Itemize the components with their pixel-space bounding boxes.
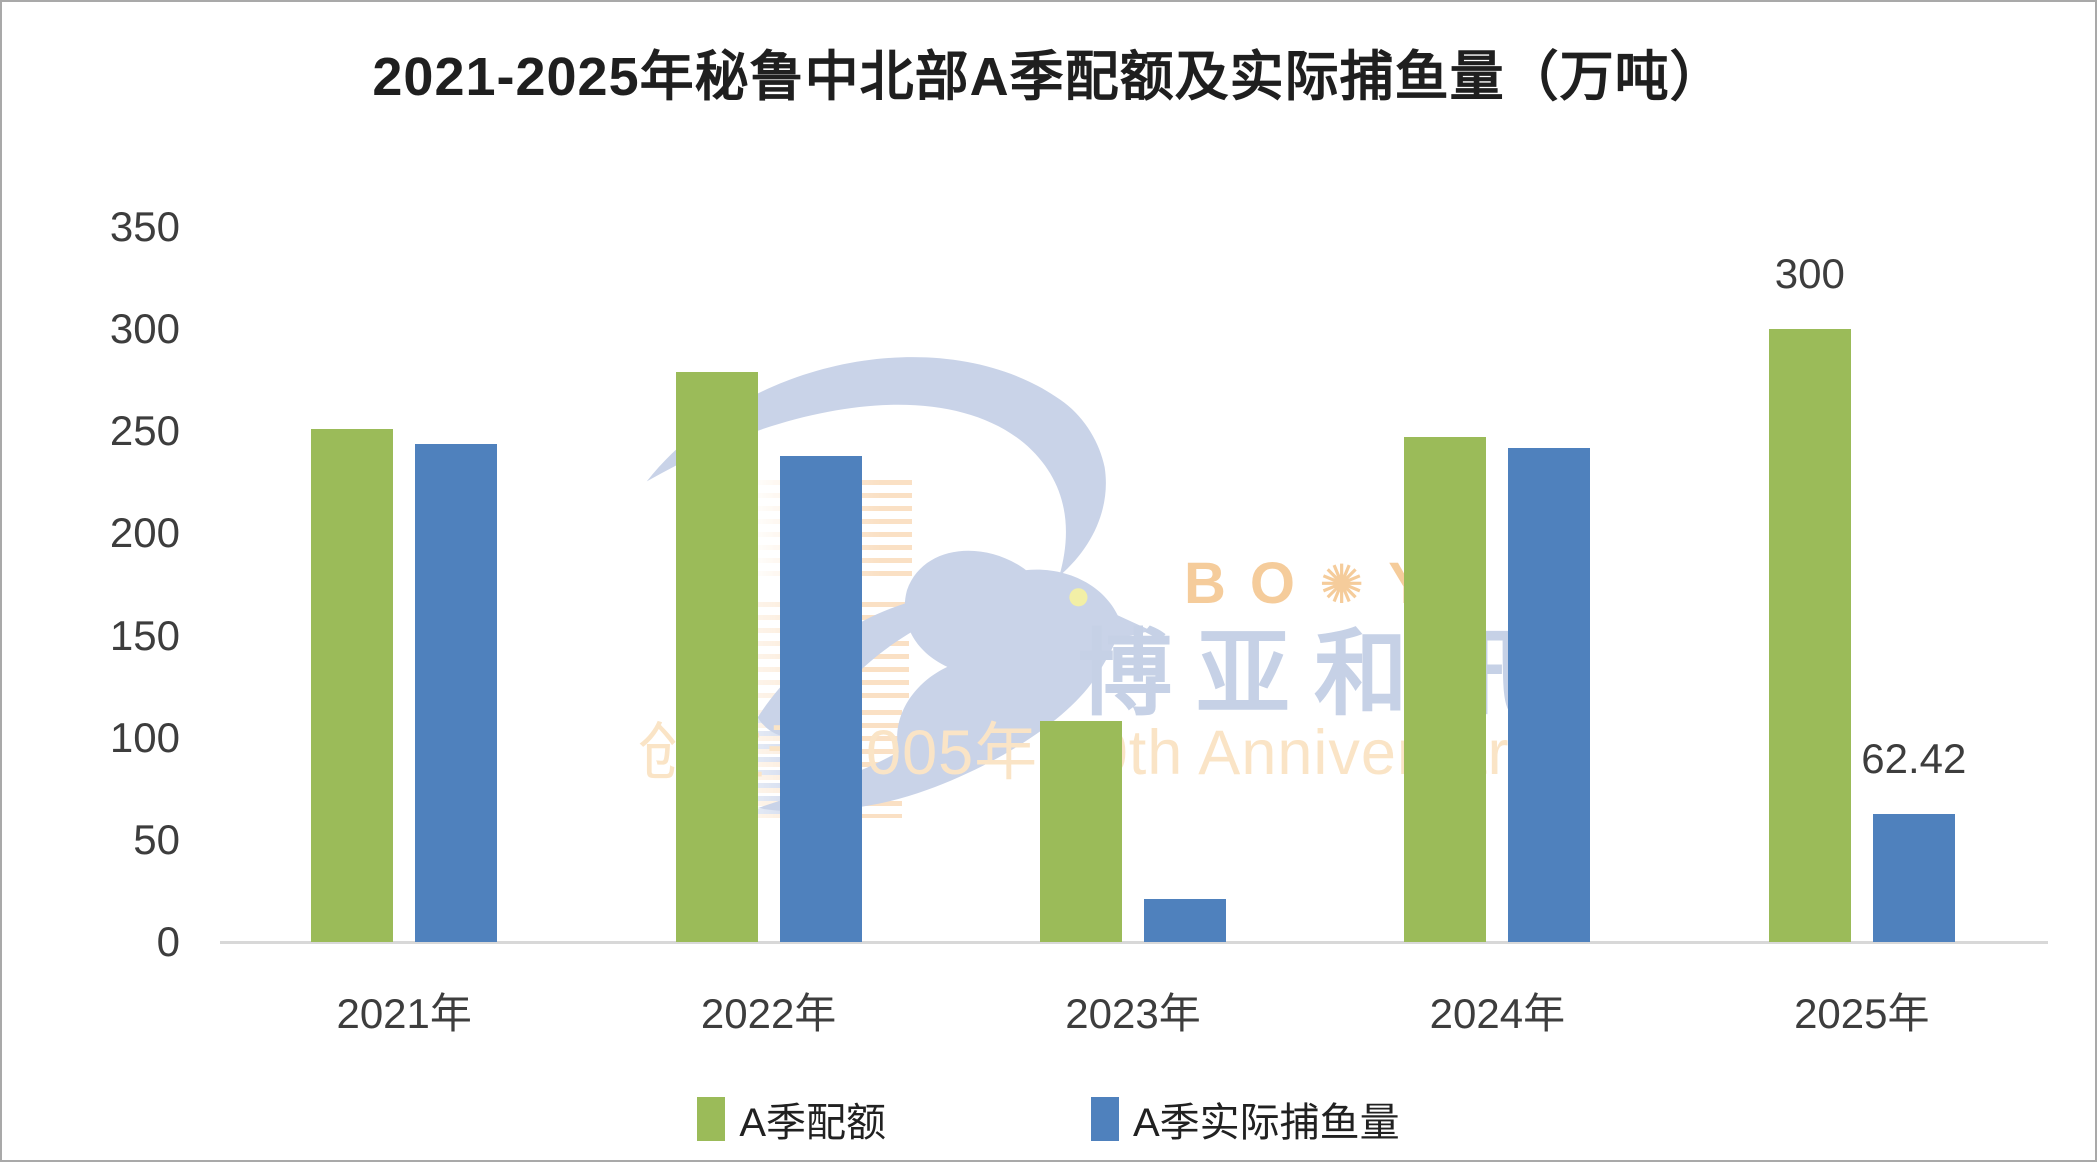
y-tick-label-300: 300 [109,305,180,353]
data-label-2025年-A季实际捕鱼量: 62.42 [1861,735,1967,783]
bar-2025年-A季实际捕鱼量 [1872,814,1955,942]
legend: A季配额 A季实际捕鱼量 [2,1090,2095,1148]
y-tick-label-250: 250 [109,407,180,455]
bar-2023年-A季配额 [1040,721,1122,942]
chart-title: 2021-2025年秘鲁中北部A季配额及实际捕鱼量（万吨） [372,47,1725,107]
x-label-2024年: 2024年 [1429,990,1566,1037]
brand-en-left: BO [1184,551,1319,616]
sun-icon: ✺ [1319,555,1389,615]
bar-2024年-A季实际捕鱼量 [1508,447,1591,942]
bar-2024年-A季配额 [1404,437,1487,942]
x-label-2022年: 2022年 [700,990,837,1037]
legend-label-catch: A季实际捕鱼量 [1133,1101,1400,1145]
y-tick-label-150: 150 [109,611,180,659]
x-axis-line [220,941,2048,944]
y-tick-label-50: 50 [133,815,180,863]
data-label-2025年-A季配额: 300 [1774,250,1845,298]
y-tick-label-0: 0 [156,918,180,965]
bird-eye [1069,588,1088,607]
legend-item-catch: A季实际捕鱼量 [1091,1090,1400,1148]
bar-2025年-A季配额 [1768,329,1851,942]
y-tick-label-200: 200 [109,509,180,557]
legend-item-quota: A季配额 [697,1090,886,1148]
bar-2021年-A季配额 [311,429,394,942]
x-label-2025年: 2025年 [1794,990,1930,1037]
bird-body [757,550,1121,812]
bar-2022年-A季配额 [675,372,758,942]
y-tick-label-350: 350 [109,203,180,250]
y-tick-label-100: 100 [109,713,180,761]
x-label-2023年: 2023年 [1065,990,1201,1037]
bar-2021年-A季实际捕鱼量 [415,443,498,942]
x-label-2021年: 2021年 [336,990,472,1037]
legend-swatch-catch [1091,1097,1119,1141]
legend-label-quota: A季配额 [739,1101,886,1145]
bird-beak [1102,608,1152,643]
legend-swatch-quota [697,1097,726,1141]
bird-upper-wing [646,357,1106,577]
bar-2023年-A季实际捕鱼量 [1144,899,1226,942]
bar-2022年-A季实际捕鱼量 [779,455,862,942]
